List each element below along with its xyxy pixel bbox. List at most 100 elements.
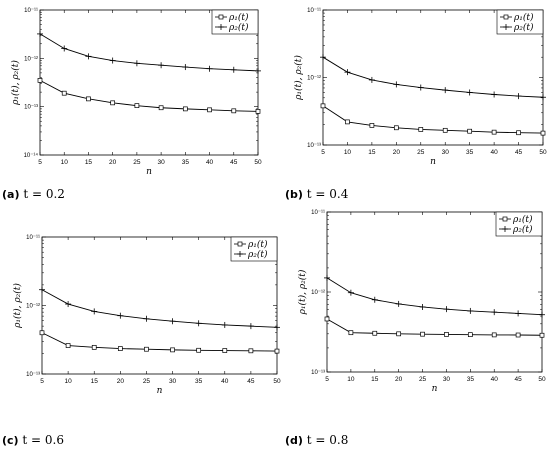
legend-box: [211, 9, 259, 35]
x-axis-label: n: [157, 386, 163, 396]
data-point-square: [65, 343, 71, 348]
y-tick-label: 10⁻¹³: [311, 370, 325, 376]
data-point-plus: [39, 286, 45, 293]
y-tick-label: 10⁻¹²: [307, 76, 321, 82]
data-point-plus: [221, 321, 228, 328]
data-point-plus: [182, 64, 189, 71]
legend-marker-plus: [218, 24, 224, 30]
x-tick-label: 25: [133, 159, 141, 166]
y-tick-label: 10⁻¹¹: [311, 210, 325, 216]
caption-d: (d) t = 0.8: [285, 433, 348, 447]
chart-c: 10⁻¹³ 10⁻¹² 10⁻¹¹ 5 10 15 20 25 30 35 40 45 50 n ρ₁(t)…: [12, 235, 281, 396]
x-tick-label: 10: [61, 159, 69, 166]
caption-b-text: t = 0.4: [306, 187, 349, 201]
series-line-1: [326, 318, 543, 336]
legend-box: [495, 211, 543, 237]
data-point-plus: [347, 289, 354, 296]
x-tick-label: 35: [182, 159, 190, 166]
data-point-plus: [37, 30, 43, 37]
x-tick-label: 40: [490, 149, 498, 156]
data-point-square: [91, 344, 97, 350]
data-point-plus: [417, 84, 424, 91]
data-point-plus: [491, 91, 498, 98]
data-point-square: [117, 346, 123, 351]
data-point-square: [324, 316, 330, 322]
data-point-square: [222, 348, 228, 353]
y-tick-label: 10⁻¹³: [24, 105, 38, 111]
x-tick-label: 5: [40, 378, 44, 385]
data-point-plus: [61, 45, 68, 52]
data-point-square: [39, 330, 45, 336]
x-tick-label: 15: [85, 159, 93, 166]
y-tick-label: 10⁻¹²: [26, 304, 40, 310]
caption-c: (c) t = 0.6: [2, 433, 64, 447]
data-point-square: [110, 100, 116, 106]
x-tick-label: 40: [491, 376, 499, 383]
x-tick-label: 30: [169, 378, 177, 385]
legend-box: [496, 9, 544, 35]
series-line-2: [322, 56, 544, 98]
y-axis-label: ρ₁(t), ρ₂(t): [12, 283, 23, 329]
x-tick-label: 35: [467, 376, 475, 383]
data-point-square: [134, 103, 140, 108]
x-tick-label: 20: [117, 378, 125, 385]
x-tick-label: 5: [321, 149, 325, 156]
y-axis-label: ρ₁(t), ρ₂(t): [10, 60, 21, 106]
data-point-plus: [419, 303, 426, 310]
data-point-square: [182, 106, 188, 112]
x-tick-label: 25: [419, 376, 427, 383]
legend-marker-plus: [502, 226, 508, 232]
data-point-plus: [91, 308, 98, 315]
x-tick-label: 50: [273, 378, 281, 385]
y-tick-label: 10⁻¹³: [307, 143, 321, 149]
data-point-square: [372, 330, 378, 336]
data-point-plus: [466, 89, 473, 96]
data-point-plus: [442, 87, 449, 94]
data-point-plus: [540, 94, 546, 101]
chart-b: 10⁻¹³ 10⁻¹² 10⁻¹¹ 5 10 15 20 25 30 35 40 45 50 n ρ₁(t)…: [293, 8, 547, 167]
legend-entry-2: ρ₂(t): [247, 249, 268, 260]
caption-d-text: t = 0.8: [306, 433, 349, 447]
y-tick-label: 10⁻¹³: [26, 372, 40, 378]
legend-entry-1: ρ₁(t): [512, 214, 533, 225]
data-point-square: [393, 125, 399, 131]
data-point-square: [274, 348, 280, 354]
x-tick-label: 50: [539, 149, 547, 156]
x-axis-label: n: [146, 167, 152, 177]
data-point-plus: [65, 301, 72, 308]
series-line-2: [39, 33, 259, 72]
data-point-plus: [443, 306, 450, 313]
x-tick-label: 45: [230, 159, 238, 166]
y-tick-label: 10⁻¹¹: [24, 8, 38, 14]
y-axis-label: ρ₁(t), ρ₂(t): [293, 55, 304, 101]
data-point-square: [420, 331, 425, 337]
series-line-1: [322, 105, 544, 134]
x-tick-label: 5: [325, 376, 329, 383]
data-point-plus: [143, 315, 150, 322]
data-point-plus: [109, 57, 116, 64]
chart-d: 10⁻¹³ 10⁻¹² 10⁻¹¹ 5 10 15 20 25 30 35 40 45 50 n ρ₁(t)…: [297, 210, 546, 394]
data-point-plus: [491, 309, 498, 316]
data-point-square: [86, 96, 91, 102]
data-point-square: [491, 332, 497, 338]
data-point-square: [369, 123, 375, 128]
data-point-plus: [324, 274, 330, 281]
data-point-square: [515, 332, 521, 338]
x-tick-label: 45: [515, 149, 523, 156]
data-point-plus: [371, 296, 378, 303]
legend-entry-2: ρ₂(t): [228, 22, 249, 33]
data-point-square: [61, 90, 67, 96]
data-point-square: [207, 107, 212, 113]
legend-marker-square: [502, 216, 508, 222]
x-tick-label: 30: [157, 159, 165, 166]
series-line-1: [41, 332, 278, 352]
caption-c-label: (c): [2, 434, 19, 447]
legend-marker-square: [503, 14, 509, 20]
data-point-plus: [274, 324, 280, 331]
legend-box: [230, 236, 278, 262]
x-tick-label: 10: [344, 149, 352, 156]
chart-a: 10⁻¹⁴ 10⁻¹³ 10⁻¹² 10⁻¹¹ 5 10 15 20 25 30 35 40 45 50 n…: [10, 8, 262, 177]
data-point-plus: [515, 310, 522, 317]
legend-marker-square: [237, 241, 243, 247]
x-tick-label: 35: [466, 149, 474, 156]
